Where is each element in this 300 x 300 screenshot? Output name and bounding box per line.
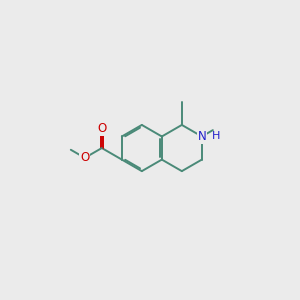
- Text: O: O: [97, 122, 106, 135]
- Text: N: N: [197, 130, 206, 143]
- Text: O: O: [80, 152, 89, 164]
- Text: H: H: [212, 131, 220, 142]
